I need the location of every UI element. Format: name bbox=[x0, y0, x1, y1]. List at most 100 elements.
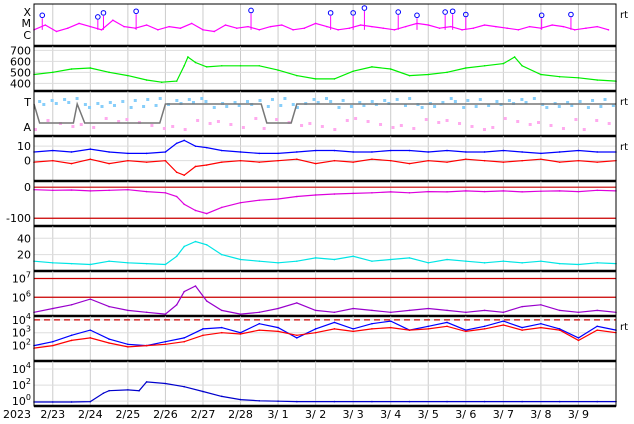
panel-frame bbox=[33, 315, 617, 362]
imf-phi-point bbox=[88, 106, 92, 109]
solar-wind-speed-point bbox=[521, 64, 523, 67]
flare-class-point bbox=[112, 19, 114, 21]
imf-phi-point bbox=[516, 120, 520, 123]
imf-phi-point bbox=[370, 100, 374, 103]
imf-phi-point bbox=[349, 105, 353, 108]
imf-phi-point bbox=[320, 125, 324, 128]
imf-bt-bz-point bbox=[183, 174, 185, 176]
particle-flux-point bbox=[258, 311, 261, 314]
imf-bt-bz-point bbox=[239, 159, 242, 162]
flare-class-point bbox=[269, 25, 272, 28]
imf-bt-bz-point bbox=[352, 151, 354, 153]
particle-flux-point bbox=[220, 309, 223, 312]
flare-class-point bbox=[495, 25, 497, 28]
imf-bt-bz-point bbox=[164, 159, 167, 162]
imf-bt-bz-point bbox=[205, 146, 208, 149]
particle-flux-point bbox=[558, 309, 561, 312]
imf-phi-point bbox=[570, 104, 574, 107]
proton-flux-point bbox=[89, 400, 92, 403]
y-tick-label: 400 bbox=[10, 77, 31, 90]
kp-like-point bbox=[127, 262, 129, 264]
ssn-like-point bbox=[577, 190, 580, 193]
imf-bt-bz-point bbox=[205, 164, 208, 166]
x-tick-label: 2/24 bbox=[78, 408, 103, 421]
solar-wind-speed-point bbox=[371, 66, 373, 68]
imf-bt-bz-point bbox=[483, 159, 486, 162]
kp-like-point bbox=[70, 262, 73, 265]
imf-phi-point bbox=[150, 124, 154, 127]
solar-wind-speed-point bbox=[277, 69, 279, 71]
flare-class-point bbox=[235, 27, 238, 30]
kp-like-point bbox=[164, 263, 167, 266]
ssn-like-point bbox=[145, 190, 148, 193]
electron-flux-point bbox=[220, 326, 223, 329]
imf-bt-bz-point bbox=[164, 151, 167, 153]
electron-flux-point bbox=[70, 334, 73, 337]
proton-flux-point bbox=[138, 389, 140, 392]
proton-flux-point bbox=[371, 400, 373, 403]
imf-phi-point bbox=[437, 121, 441, 124]
ssn-like-point bbox=[51, 189, 54, 192]
imf-bt-bz-point bbox=[127, 152, 129, 155]
solar-wind-speed-point bbox=[51, 71, 54, 74]
imf-bt-bz-point bbox=[51, 159, 54, 162]
imf-phi-point bbox=[42, 103, 46, 106]
y-tick-label: 500 bbox=[10, 66, 31, 79]
imf-phi-point bbox=[495, 100, 499, 103]
imf-bt-bz-point bbox=[558, 161, 561, 163]
flare-marker bbox=[95, 14, 101, 20]
electron-flux-point bbox=[145, 344, 148, 347]
electron-flux-point bbox=[314, 328, 317, 330]
imf-bt-bz-point bbox=[239, 151, 242, 153]
solar-wind-speed-point bbox=[205, 66, 208, 68]
flare-class-point bbox=[483, 24, 486, 26]
imf-phi-point bbox=[520, 98, 524, 101]
solar-wind-speed-point bbox=[175, 80, 178, 82]
flare-class-point bbox=[157, 29, 159, 31]
imf-phi-point bbox=[270, 98, 274, 101]
proton-flux-series-0 bbox=[34, 381, 616, 403]
ssn-like-point bbox=[220, 206, 223, 209]
imf-bt-bz-point bbox=[220, 161, 223, 163]
flare-class-point bbox=[393, 29, 396, 31]
y-tick-label: 10 bbox=[17, 140, 31, 153]
electron-flux-point bbox=[371, 322, 373, 325]
flare-marker bbox=[414, 12, 420, 19]
solar-wind-speed-point bbox=[127, 74, 129, 77]
panel-frame bbox=[33, 135, 617, 182]
imf-phi-point bbox=[196, 119, 200, 122]
imf-phi-point bbox=[478, 98, 482, 101]
flare-class-point bbox=[66, 27, 69, 30]
imf-phi-point bbox=[366, 120, 370, 123]
imf-bt-bz-point bbox=[175, 171, 178, 174]
electron-flux-point bbox=[558, 328, 561, 330]
imf-phi-point bbox=[133, 99, 137, 102]
imf-phi-point bbox=[345, 119, 349, 122]
imf-phi-point bbox=[470, 125, 474, 128]
flare-class-point bbox=[292, 29, 294, 31]
proton-flux-point bbox=[70, 401, 73, 403]
imf-phi-point bbox=[424, 118, 428, 121]
imf-phi-point bbox=[258, 99, 262, 102]
particle-flux-point bbox=[540, 303, 542, 306]
imf-phi-point bbox=[225, 105, 229, 108]
imf-bt-bz-point bbox=[577, 159, 580, 162]
imf-phi-point bbox=[482, 128, 486, 131]
y-tick-label: 103 bbox=[12, 325, 31, 340]
solar-wind-speed-point bbox=[540, 73, 542, 76]
imf-bt-bz-point bbox=[577, 149, 580, 152]
flare-class-point bbox=[449, 25, 452, 28]
proton-flux-point bbox=[127, 389, 129, 391]
flare-class-point bbox=[404, 25, 407, 28]
imf-bt-bz-point bbox=[596, 151, 599, 153]
y-tick-label: 0 bbox=[24, 181, 31, 194]
ssn-like-point bbox=[596, 189, 599, 192]
imf-phi-point bbox=[142, 105, 146, 108]
electron-flux-point bbox=[427, 328, 430, 330]
imf-bt-bz-point bbox=[352, 161, 354, 163]
imf-phi-point bbox=[420, 106, 424, 109]
y-tick-label: 104 bbox=[12, 312, 31, 327]
solar-wind-speed-point bbox=[596, 79, 599, 81]
imf-phi-point bbox=[92, 126, 96, 129]
solar-wind-speed-point bbox=[258, 64, 261, 67]
